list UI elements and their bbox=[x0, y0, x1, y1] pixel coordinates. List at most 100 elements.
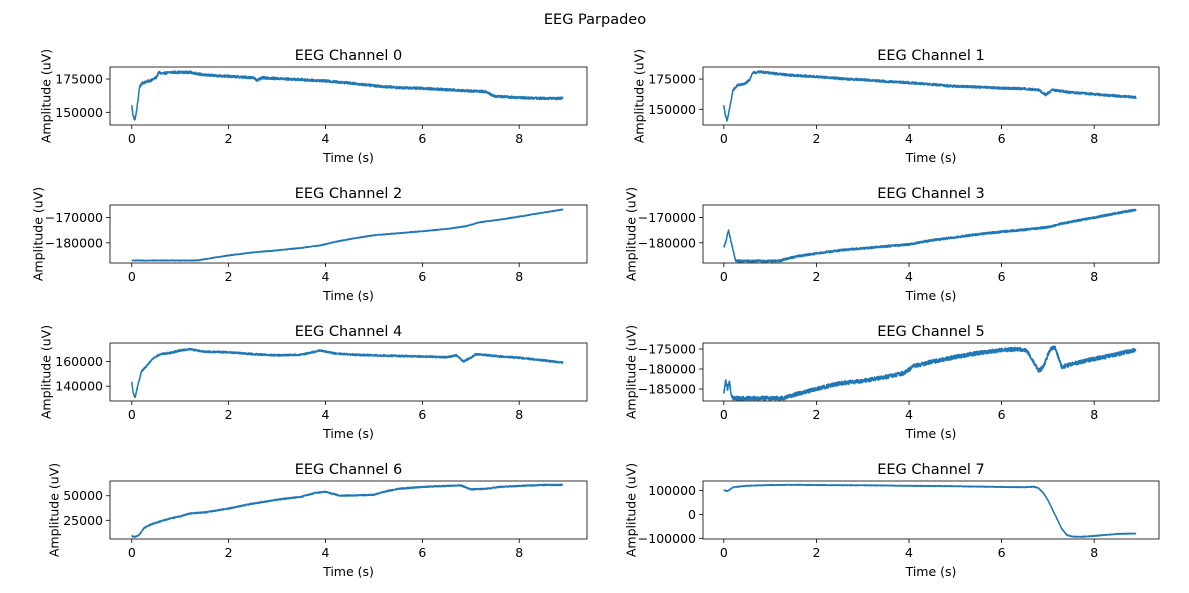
y-axis-label: Amplitude (uV) bbox=[624, 463, 639, 557]
x-tick-label: 6 bbox=[418, 545, 426, 560]
y-axis-label: Amplitude (uV) bbox=[39, 49, 54, 143]
subplot-channel-6: 0 2 4 6 8 25000 50000 EEG Channel 6 Time (s) Ampl… bbox=[47, 462, 588, 579]
figure-suptitle: EEG Parpadeo bbox=[544, 12, 646, 28]
x-tick-label: 8 bbox=[1090, 407, 1098, 422]
x-tick-label: 0 bbox=[128, 407, 136, 422]
axes-frame bbox=[702, 204, 1160, 264]
subplot-title: EEG Channel 5 bbox=[877, 324, 985, 340]
y-tick-label: −180000 bbox=[45, 235, 103, 250]
y-axis-label: Amplitude (uV) bbox=[31, 187, 46, 281]
series-line-channel-2 bbox=[131, 208, 564, 262]
x-tick-label: 4 bbox=[322, 545, 330, 560]
x-tick-label: 4 bbox=[905, 407, 913, 422]
x-tick-label: 4 bbox=[322, 269, 330, 284]
x-tick-label: 0 bbox=[128, 269, 136, 284]
y-axis-label: Amplitude (uV) bbox=[624, 187, 639, 281]
subplot-title: EEG Channel 7 bbox=[877, 462, 985, 478]
y-axis-label: Amplitude (uV) bbox=[47, 463, 62, 557]
x-tick-label: 4 bbox=[322, 131, 330, 146]
subplot-grid: 0 2 4 6 8 150000 175000 EEG Channel 0 Time (s) Am… bbox=[31, 48, 1160, 579]
x-tick-label: 4 bbox=[905, 269, 913, 284]
y-tick-label: −185000 bbox=[638, 382, 696, 397]
x-tick-label: 0 bbox=[720, 269, 728, 284]
x-tick-label: 6 bbox=[418, 131, 426, 146]
x-tick-label: 6 bbox=[418, 407, 426, 422]
y-tick-label: 175000 bbox=[648, 72, 696, 87]
y-tick-label: −175000 bbox=[638, 342, 696, 357]
y-tick-label: 160000 bbox=[55, 354, 103, 369]
x-tick-label: 2 bbox=[812, 269, 820, 284]
x-tick-label: 8 bbox=[515, 269, 523, 284]
x-tick-label: 2 bbox=[812, 407, 820, 422]
subplot-channel-4: 0 2 4 6 8 140000 160000 EEG Channel 4 Time (s) Am… bbox=[39, 324, 588, 441]
subplot-title: EEG Channel 4 bbox=[295, 324, 403, 340]
axes-frame bbox=[109, 342, 588, 402]
x-tick-label: 8 bbox=[1090, 269, 1098, 284]
x-tick-label: 8 bbox=[515, 407, 523, 422]
x-tick-label: 0 bbox=[128, 131, 136, 146]
x-tick-label: 0 bbox=[128, 545, 136, 560]
x-axis-label: Time (s) bbox=[905, 564, 957, 579]
y-tick-label: 0 bbox=[688, 507, 696, 522]
y-tick-label: −100000 bbox=[638, 531, 696, 546]
x-tick-label: 4 bbox=[322, 407, 330, 422]
x-tick-label: 0 bbox=[720, 131, 728, 146]
series-line-channel-6 bbox=[131, 483, 564, 538]
y-tick-label: 50000 bbox=[63, 488, 103, 503]
x-tick-label: 6 bbox=[998, 407, 1006, 422]
subplot-title: EEG Channel 6 bbox=[295, 462, 403, 478]
subplot-title: EEG Channel 1 bbox=[877, 48, 985, 64]
subplot-channel-7: 0 2 4 6 8 −100000 0 100000 EEG Channel 7 Time (s)… bbox=[624, 462, 1160, 579]
x-tick-label: 2 bbox=[225, 545, 233, 560]
axes-frame bbox=[702, 342, 1160, 402]
axes-frame bbox=[702, 66, 1160, 126]
y-axis-label: Amplitude (uV) bbox=[624, 325, 639, 419]
series-line-channel-4 bbox=[131, 347, 564, 399]
axes-frame bbox=[109, 480, 588, 540]
y-tick-label: 100000 bbox=[648, 483, 696, 498]
axes-frame bbox=[109, 66, 588, 126]
subplot-channel-0: 0 2 4 6 8 150000 175000 EEG Channel 0 Time (s) Am… bbox=[39, 48, 588, 165]
series-line-channel-0 bbox=[131, 70, 564, 121]
x-axis-label: Time (s) bbox=[322, 150, 374, 165]
x-tick-label: 4 bbox=[905, 131, 913, 146]
subplot-channel-2: 0 2 4 6 8 −180000 −170000 EEG Channel 2 Time (s)… bbox=[31, 186, 588, 303]
subplot-title: EEG Channel 3 bbox=[877, 186, 985, 202]
y-tick-label: −180000 bbox=[638, 235, 696, 250]
x-tick-label: 6 bbox=[998, 545, 1006, 560]
x-tick-label: 0 bbox=[720, 545, 728, 560]
series-line-channel-5 bbox=[723, 345, 1137, 401]
axes-frame bbox=[109, 204, 588, 264]
y-tick-label: −180000 bbox=[638, 362, 696, 377]
subplot-channel-3: 0 2 4 6 8 −180000 −170000 EEG Channel 3 Time (s)… bbox=[624, 186, 1160, 303]
x-tick-label: 2 bbox=[812, 131, 820, 146]
x-axis-label: Time (s) bbox=[322, 564, 374, 579]
y-tick-label: 175000 bbox=[55, 72, 103, 87]
x-tick-label: 0 bbox=[720, 407, 728, 422]
x-tick-label: 2 bbox=[225, 407, 233, 422]
y-tick-label: −170000 bbox=[45, 210, 103, 225]
y-tick-label: 140000 bbox=[55, 379, 103, 394]
x-tick-label: 2 bbox=[225, 269, 233, 284]
subplot-title: EEG Channel 2 bbox=[295, 186, 403, 202]
x-axis-label: Time (s) bbox=[322, 288, 374, 303]
x-axis-label: Time (s) bbox=[905, 288, 957, 303]
y-tick-label: 150000 bbox=[648, 102, 696, 117]
y-axis-label: Amplitude (uV) bbox=[39, 325, 54, 419]
series-line-channel-1 bbox=[723, 70, 1137, 122]
series-line-channel-7 bbox=[723, 483, 1137, 538]
y-tick-label: 150000 bbox=[55, 105, 103, 120]
series-line-channel-3 bbox=[723, 208, 1137, 263]
x-axis-label: Time (s) bbox=[905, 150, 957, 165]
x-tick-label: 8 bbox=[1090, 131, 1098, 146]
x-axis-label: Time (s) bbox=[322, 426, 374, 441]
y-tick-label: −170000 bbox=[638, 210, 696, 225]
x-tick-label: 8 bbox=[515, 545, 523, 560]
x-tick-label: 2 bbox=[225, 131, 233, 146]
x-tick-label: 6 bbox=[418, 269, 426, 284]
x-tick-label: 8 bbox=[515, 131, 523, 146]
y-axis-label: Amplitude (uV) bbox=[632, 49, 647, 143]
x-tick-label: 6 bbox=[998, 131, 1006, 146]
